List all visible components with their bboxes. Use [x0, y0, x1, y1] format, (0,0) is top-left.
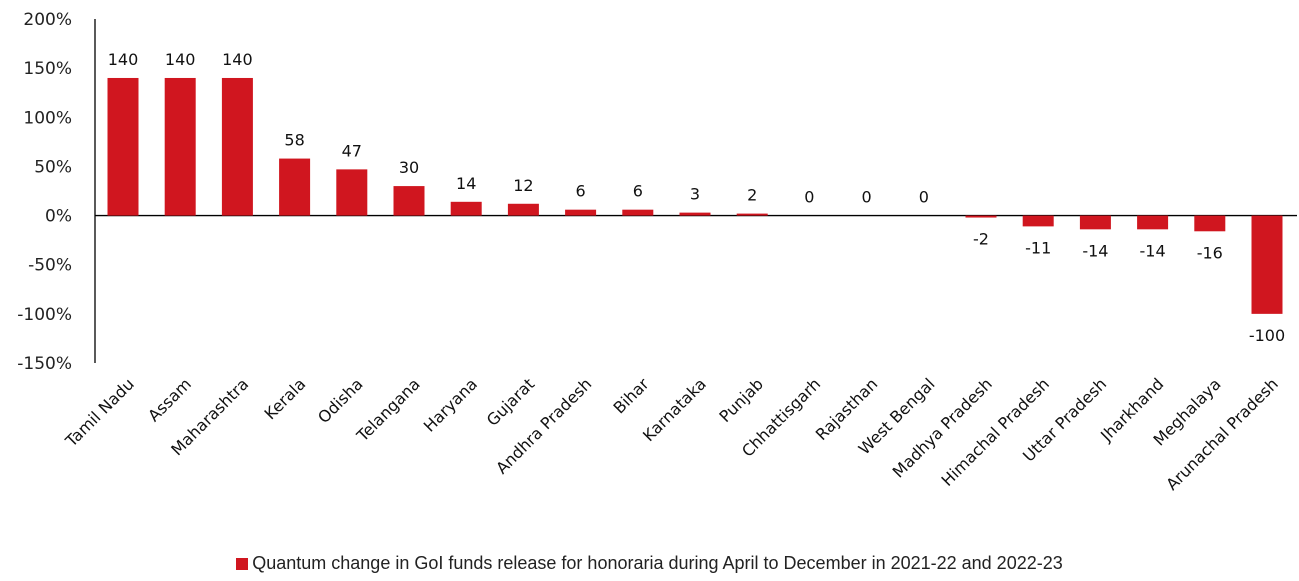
- bar: [164, 77, 196, 216]
- y-tick-label: 100%: [23, 108, 72, 128]
- category-label: Odisha: [314, 374, 367, 427]
- bar: [450, 201, 482, 216]
- data-label: 140: [108, 50, 139, 69]
- bar: [336, 169, 368, 216]
- data-label: 3: [690, 185, 700, 204]
- bar: [622, 209, 654, 216]
- bar: [221, 77, 253, 216]
- legend: Quantum change in GoI funds release for …: [0, 553, 1299, 574]
- y-tick-label: 50%: [34, 157, 72, 177]
- data-label: -16: [1197, 243, 1223, 262]
- data-label: -2: [973, 230, 989, 249]
- category-label: Haryana: [420, 374, 481, 435]
- data-label: 6: [633, 182, 643, 201]
- bar: [1137, 215, 1169, 230]
- data-label: -100: [1249, 326, 1285, 345]
- data-label: 6: [576, 182, 586, 201]
- data-label: 0: [804, 188, 814, 207]
- data-labels: 140 140 140 58 47 30 14 12 6 6 3 2 0 0 0 -2 -11 -14 -14 -16…: [108, 50, 1285, 345]
- data-label: -14: [1140, 241, 1166, 260]
- bar: [1022, 215, 1054, 227]
- data-label: 58: [284, 131, 304, 150]
- bar: [965, 215, 997, 218]
- y-tick-label: 150%: [23, 59, 72, 79]
- y-tick-label: 200%: [23, 10, 72, 30]
- data-label: -14: [1082, 241, 1108, 260]
- data-label: 47: [342, 141, 362, 160]
- bar: [393, 186, 425, 216]
- y-tick-label: -100%: [17, 305, 72, 325]
- data-label: 140: [165, 50, 196, 69]
- y-axis: 200% 150% 100% 50% 0% -50% -100% -150%: [17, 10, 1297, 374]
- category-label: Arunachal Pradesh: [1162, 374, 1282, 494]
- category-label: Punjab: [715, 374, 767, 426]
- category-label: Andhra Pradesh: [492, 374, 595, 477]
- y-tick-label: -150%: [17, 354, 72, 374]
- bar: [107, 77, 139, 216]
- bar: [1079, 215, 1111, 230]
- bar: [279, 158, 311, 216]
- data-label: 0: [862, 188, 872, 207]
- data-label: 0: [919, 188, 929, 207]
- category-label: Kerala: [261, 374, 310, 423]
- data-label: 140: [222, 50, 253, 69]
- bar: [736, 213, 768, 216]
- bar: [507, 203, 539, 216]
- data-label: -11: [1025, 238, 1051, 257]
- y-tick-label: 0%: [45, 207, 72, 227]
- data-label: 12: [513, 176, 533, 195]
- data-label: 30: [399, 158, 419, 177]
- legend-swatch: [236, 558, 249, 570]
- data-label: 14: [456, 174, 476, 193]
- bar: [565, 209, 597, 216]
- bar: [1251, 215, 1283, 314]
- y-tick-label: -50%: [28, 256, 72, 276]
- category-label: Bihar: [610, 374, 653, 417]
- category-label: Tamil Nadu: [61, 374, 138, 451]
- category-label: Gujarat: [483, 374, 538, 429]
- bar: [1194, 215, 1226, 232]
- bar: [679, 212, 711, 216]
- bars: [107, 77, 1283, 314]
- data-label: 2: [747, 186, 757, 205]
- category-label: Assam: [144, 374, 195, 425]
- legend-label: Quantum change in GoI funds release for …: [252, 553, 1063, 573]
- category-label: Himachal Pradesh: [938, 374, 1054, 490]
- category-label: Madhya Pradesh: [889, 374, 996, 481]
